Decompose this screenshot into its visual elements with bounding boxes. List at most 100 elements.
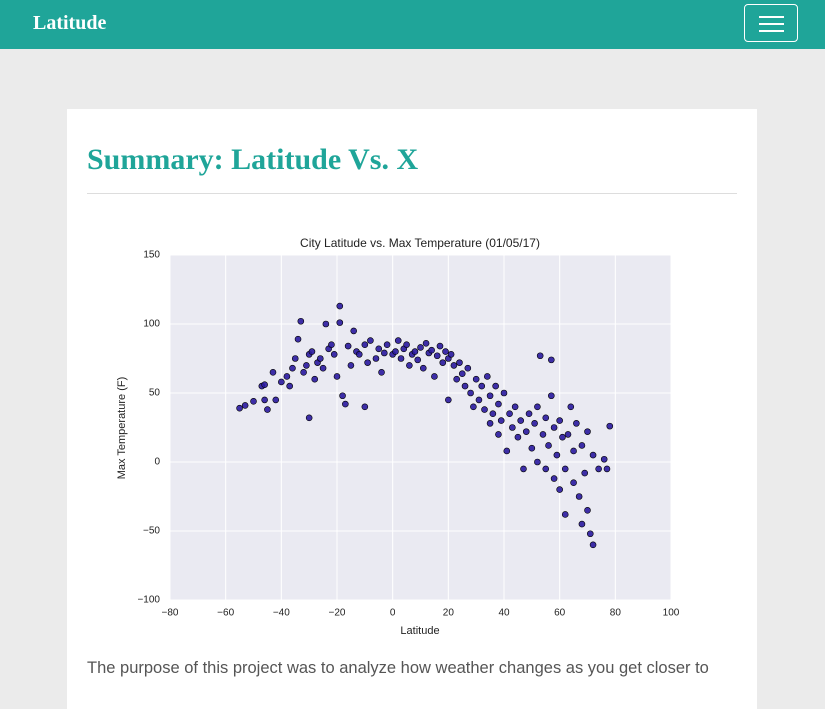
x-tick-label: 0 [390,608,396,619]
point [264,406,271,413]
point [447,351,455,358]
point [514,433,522,441]
point [286,382,293,390]
point [534,403,541,411]
point [433,352,441,360]
point [344,342,352,350]
point [431,373,438,380]
point [600,455,608,463]
point [550,424,558,431]
point [445,396,452,404]
point [378,368,385,376]
point [303,362,310,369]
y-tick-label: 50 [149,388,161,399]
point [319,364,327,372]
point [458,370,466,377]
point [573,420,580,427]
point [545,442,552,449]
point [486,420,494,427]
point [300,368,307,376]
point [328,341,335,349]
point [525,410,533,418]
point [261,381,268,389]
point [336,319,344,326]
point [305,414,313,422]
point [342,400,349,408]
point [500,389,508,397]
point [470,403,477,411]
point [492,382,499,390]
point [383,341,391,349]
point [272,396,280,404]
point [584,506,591,514]
point [294,335,302,343]
point [311,375,319,383]
point [497,417,505,424]
point [556,486,563,493]
point [347,362,355,369]
point [575,493,583,500]
point [350,327,358,335]
point [417,344,424,351]
heading: Summary: Latitude Vs. X [87,143,419,176]
point [570,479,577,487]
menu-toggle[interactable] [744,4,798,42]
point [589,451,597,459]
point [536,352,544,360]
point [411,348,419,355]
point [339,392,346,400]
point [372,355,380,362]
x-tick-label: 80 [610,608,622,619]
y-tick-label: 0 [154,457,160,468]
point [392,348,399,355]
x-tick-label: 40 [498,608,510,619]
x-tick-label: −20 [329,608,346,619]
point [481,406,488,413]
y-tick-label: −100 [137,595,160,606]
point [308,348,316,355]
plot-area [170,255,671,600]
x-tick-label: −40 [273,608,290,619]
point [381,349,388,357]
point [550,475,558,482]
point [450,362,458,369]
point [495,400,502,408]
point [584,428,591,435]
point [511,403,519,411]
point [531,420,538,427]
chart: City Latitude vs. Max Temperature (01/05… [116,236,680,637]
point [269,368,277,376]
point [241,402,249,409]
point [406,362,413,369]
point [495,431,502,438]
point [506,410,513,418]
point [548,392,555,400]
point [403,341,410,349]
y-tick-label: 100 [143,319,160,330]
point [509,424,516,431]
point [428,346,435,354]
point [483,373,491,380]
y-tick-label: −50 [143,526,160,537]
point [283,373,291,380]
point [250,397,257,405]
point [548,356,555,364]
point [586,530,594,538]
x-axis-label: Latitude [400,625,439,637]
divider [87,193,737,194]
point [436,342,444,350]
point [414,356,422,364]
point [478,382,486,390]
point [367,337,374,344]
point [364,359,371,366]
x-tick-label: −80 [162,608,179,619]
point [472,375,480,383]
point [567,403,575,411]
brand[interactable]: Latitude [33,12,107,34]
x-tick-label: 100 [663,608,680,619]
point [561,511,569,518]
point [595,465,602,473]
point [503,447,511,455]
point [486,392,494,400]
